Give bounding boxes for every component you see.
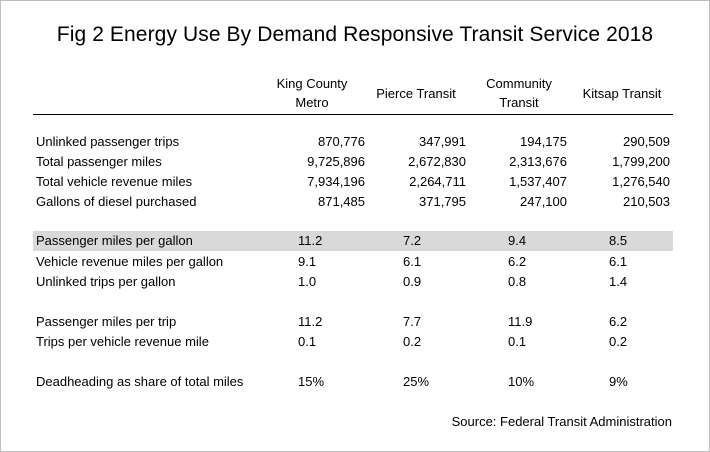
cell-value: 2,672,830 — [408, 154, 466, 169]
cell-value: 11.2 — [298, 233, 323, 248]
row-label: Passenger miles per trip — [36, 314, 177, 329]
cell-value: 1.4 — [609, 274, 628, 289]
cell-value: 2,264,711 — [409, 174, 466, 189]
row-label: Unlinked passenger trips — [36, 134, 180, 149]
cell-value: 290,509 — [623, 134, 670, 149]
column-header-community-transit: Community Transit — [469, 74, 569, 112]
row-label: Trips per vehicle revenue mile — [36, 334, 209, 349]
table-row: Passenger miles per gallon 11.2 7.2 9.4 … — [0, 231, 710, 251]
row-label: Gallons of diesel purchased — [36, 194, 197, 209]
cell-value: 6.2 — [609, 314, 628, 329]
cell-value: 8.5 — [609, 233, 628, 248]
table-row: Passenger miles per trip 11.2 7.7 11.9 6… — [0, 312, 710, 332]
cell-value: 7,934,196 — [307, 174, 365, 189]
cell-value: 2,313,676 — [509, 154, 567, 169]
column-header-kitsap-transit: Kitsap Transit — [572, 84, 672, 103]
cell-value: 11.2 — [298, 314, 323, 329]
row-highlight — [33, 231, 673, 251]
cell-value: 1,537,407 — [509, 174, 567, 189]
source-note: Source: Federal Transit Administration — [451, 414, 672, 429]
row-label: Total vehicle revenue miles — [36, 174, 193, 189]
cell-value: 15% — [298, 374, 325, 389]
row-label: Passenger miles per gallon — [36, 233, 193, 248]
column-header-line: Metro — [295, 95, 329, 110]
cell-value: 1,276,540 — [612, 174, 670, 189]
cell-value: 9% — [609, 374, 628, 389]
row-label: Total passenger miles — [36, 154, 162, 169]
cell-value: 1.0 — [298, 274, 317, 289]
cell-value: 0.1 — [298, 334, 317, 349]
header-divider — [33, 114, 673, 115]
cell-value: 0.9 — [403, 274, 422, 289]
table-row: Vehicle revenue miles per gallon 9.1 6.1… — [0, 252, 710, 272]
cell-value: 870,776 — [318, 134, 365, 149]
cell-value: 0.2 — [609, 334, 628, 349]
table-row: Unlinked passenger trips 870,776 347,991… — [0, 132, 710, 152]
cell-value: 6.2 — [508, 254, 527, 269]
cell-value: 25% — [403, 374, 430, 389]
column-header-line: Kitsap Transit — [582, 86, 662, 101]
cell-value: 6.1 — [609, 254, 628, 269]
cell-value: 194,175 — [520, 134, 567, 149]
column-header-line: Transit — [499, 95, 539, 110]
cell-value: 371,795 — [419, 194, 466, 209]
cell-value: 6.1 — [403, 254, 422, 269]
cell-value: 0.1 — [508, 334, 527, 349]
cell-value: 10% — [508, 374, 535, 389]
column-header-pierce-transit: Pierce Transit — [366, 84, 466, 103]
cell-value: 9.1 — [298, 254, 317, 269]
cell-value: 347,991 — [419, 134, 466, 149]
row-label: Vehicle revenue miles per gallon — [36, 254, 224, 269]
table-row: Gallons of diesel purchased 871,485 371,… — [0, 192, 710, 212]
cell-value: 0.8 — [508, 274, 527, 289]
table-row: Unlinked trips per gallon 1.0 0.9 0.8 1.… — [0, 272, 710, 292]
cell-value: 210,503 — [623, 194, 670, 209]
cell-value: 871,485 — [318, 194, 365, 209]
table-row: Trips per vehicle revenue mile 0.1 0.2 0… — [0, 332, 710, 352]
column-header-line: King County — [276, 76, 348, 91]
table-row: Total passenger miles 9,725,896 2,672,83… — [0, 152, 710, 172]
cell-value: 247,100 — [520, 194, 567, 209]
cell-value: 11.9 — [508, 314, 533, 329]
cell-value: 7.2 — [403, 233, 422, 248]
cell-value: 1,799,200 — [612, 154, 670, 169]
column-header-king-county-metro: King County Metro — [262, 74, 362, 112]
cell-value: 7.7 — [403, 314, 422, 329]
row-label: Unlinked trips per gallon — [36, 274, 176, 289]
column-header-line: Community — [486, 76, 552, 91]
cell-value: 9,725,896 — [307, 154, 365, 169]
column-header-line: Pierce Transit — [376, 86, 456, 101]
figure-title: Fig 2 Energy Use By Demand Responsive Tr… — [56, 23, 654, 46]
cell-value: 0.2 — [403, 334, 422, 349]
row-label: Deadheading as share of total miles — [36, 374, 244, 389]
table-row: Total vehicle revenue miles 7,934,196 2,… — [0, 172, 710, 192]
table-row: Deadheading as share of total miles 15% … — [0, 372, 710, 392]
cell-value: 9.4 — [508, 233, 527, 248]
